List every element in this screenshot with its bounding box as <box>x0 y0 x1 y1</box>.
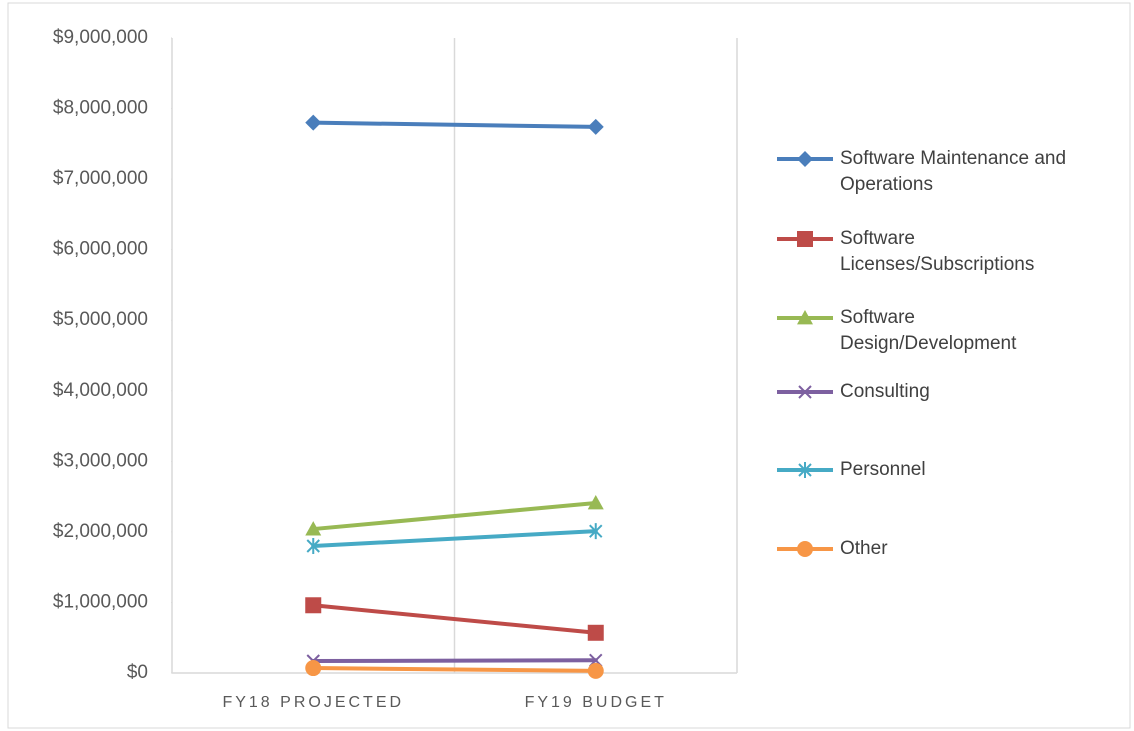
y-tick-label: $5,000,000 <box>53 309 148 330</box>
y-tick-label: $6,000,000 <box>53 239 148 260</box>
legend-marker <box>797 541 813 557</box>
data-point <box>305 597 322 614</box>
legend-label: Consulting <box>840 381 930 402</box>
x-tick-label: FY18 PROJECTED <box>222 694 404 711</box>
series-line <box>311 120 598 129</box>
series-line <box>311 500 598 532</box>
y-tick-label: $4,000,000 <box>53 380 148 401</box>
data-point <box>305 660 322 677</box>
data-point <box>306 538 320 554</box>
y-tick-label: $0 <box>127 662 148 683</box>
series-line <box>311 658 598 664</box>
data-point <box>587 118 604 135</box>
legend-label: Software Licenses/Subscriptions <box>840 228 1035 275</box>
legend-label: Other <box>840 538 888 559</box>
legend-marker <box>798 385 812 399</box>
legend-label: Personnel <box>840 459 926 480</box>
legend-label: Software Design/Development <box>840 307 1017 354</box>
y-tick-label: $8,000,000 <box>53 98 148 119</box>
legend-marker <box>797 231 813 247</box>
y-tick-label: $3,000,000 <box>53 450 148 471</box>
data-point <box>587 494 604 510</box>
legend-marker <box>798 462 812 478</box>
x-tick-label: FY19 BUDGET <box>525 694 667 711</box>
data-point <box>305 114 322 131</box>
y-tick-label: $9,000,000 <box>53 27 148 48</box>
data-point <box>587 662 604 679</box>
chart-border <box>7 2 1131 729</box>
series-line <box>311 666 598 673</box>
series-line <box>311 529 598 548</box>
y-tick-label: $2,000,000 <box>53 521 148 542</box>
y-tick-label: $7,000,000 <box>53 168 148 189</box>
legend-marker <box>797 310 813 325</box>
legend-label: Software Maintenance and Operations <box>840 148 1067 195</box>
data-point <box>589 523 603 540</box>
series-line <box>311 603 598 635</box>
data-point <box>587 624 604 641</box>
y-tick-label: $1,000,000 <box>53 591 148 612</box>
legend-marker <box>797 151 813 167</box>
data-point <box>305 521 322 536</box>
